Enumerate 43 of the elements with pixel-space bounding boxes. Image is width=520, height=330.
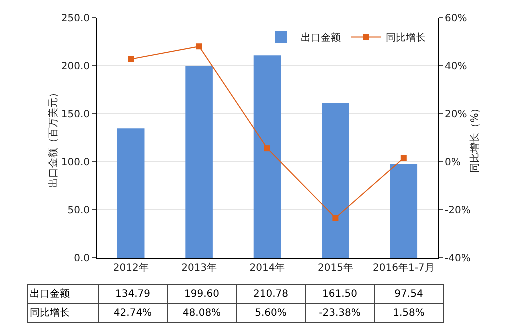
y2-tick-label: 60%	[445, 14, 468, 24]
data-label: 5.60%	[236, 304, 306, 322]
point	[400, 155, 407, 162]
y-axis-title: 出口金额（百万美元）	[47, 88, 60, 188]
y2-tick-label: -40%	[445, 254, 471, 264]
data-label: 134.79	[98, 284, 168, 304]
data-label: 97.54	[374, 284, 444, 304]
x-tick-label: 2015年	[318, 262, 354, 274]
bar	[390, 164, 418, 258]
x-tick-label: 2013年	[182, 262, 218, 274]
y2-tick-label: 40%	[445, 62, 468, 72]
bar	[322, 102, 350, 258]
y2-tick-label: -20%	[445, 206, 471, 216]
data-label: 1.58%	[374, 304, 444, 322]
x-tick-label: 2014年	[250, 262, 286, 274]
bar	[254, 56, 282, 258]
data-label: 48.08%	[168, 304, 236, 322]
y-tick-label: 100.0	[61, 158, 90, 168]
text: 出口金额	[30, 289, 70, 300]
y2-tick-label: 20%	[445, 110, 468, 120]
x-tick-label: 2012年	[113, 262, 149, 274]
point	[264, 146, 270, 152]
y-tick-label: 200.0	[61, 62, 90, 72]
y2-tick-label: 0%	[445, 158, 461, 168]
y-tick-label: 50.0	[68, 206, 90, 216]
data-label: 42.74%	[98, 304, 168, 322]
x-tick-label: 2016年1-7月	[373, 262, 435, 274]
legend-label: 同比增长	[386, 32, 426, 44]
bar	[186, 66, 213, 258]
bar	[117, 128, 145, 258]
data-label: 210.78	[236, 284, 306, 304]
data-label: -23.38%	[306, 304, 374, 322]
y-tick-label: 250.0	[61, 14, 90, 24]
y-tick-label: 0.0	[74, 254, 90, 264]
y-tick-label: 150.0	[61, 110, 90, 120]
data-label: 199.60	[168, 284, 236, 304]
point	[332, 215, 339, 222]
data-label: 161.50	[306, 284, 374, 304]
point	[196, 44, 202, 50]
point	[128, 56, 134, 62]
legend-label: 出口金额	[301, 32, 342, 44]
text: 同比增长	[30, 308, 70, 319]
y2-axis-title: 同比增长（%）	[469, 103, 482, 173]
